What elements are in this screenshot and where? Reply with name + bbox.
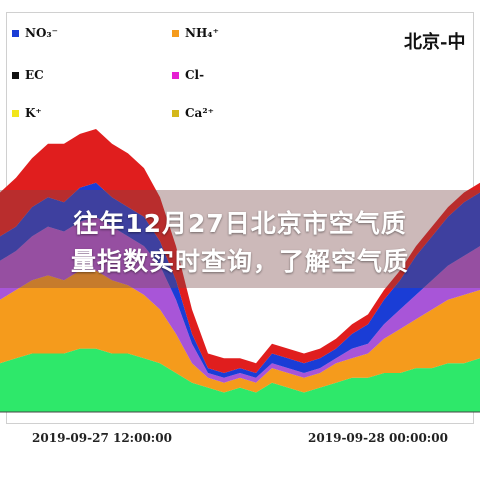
overlay-line-1: 往年12月27日北京市空气质 xyxy=(73,209,407,238)
legend-item-ec: EC xyxy=(12,68,44,82)
area-series-4 xyxy=(0,129,480,373)
legend-swatch-k xyxy=(12,109,19,117)
legend-label-cl: Cl- xyxy=(185,68,205,82)
legend-item-cl: Cl- xyxy=(172,68,204,82)
legend-item-k: K⁺ xyxy=(12,106,42,120)
legend-item-ca: Ca²⁺ xyxy=(172,106,214,120)
legend-label-ec: EC xyxy=(25,68,44,82)
area-series-3 xyxy=(0,182,480,378)
chart-legend: NO₃⁻ NH₄⁺ EC Cl- K⁺ Ca²⁺ xyxy=(12,26,262,126)
legend-label-no3: NO₃⁻ xyxy=(25,26,59,40)
legend-label-k: K⁺ xyxy=(25,106,42,120)
area-series-2 xyxy=(0,216,480,383)
x-tick-label-1: 2019-09-28 00:00:00 xyxy=(308,431,448,445)
legend-label-ca: Ca²⁺ xyxy=(185,106,214,120)
area-series-0 xyxy=(0,348,480,412)
chart-title: 北京-中 xyxy=(404,32,466,53)
area-series-1 xyxy=(0,270,480,393)
legend-swatch-cl xyxy=(172,71,179,79)
legend-item-no3: NO₃⁻ xyxy=(12,26,58,40)
legend-label-nh4: NH₄⁺ xyxy=(185,26,219,40)
legend-swatch-no3 xyxy=(12,29,19,37)
legend-item-nh4: NH₄⁺ xyxy=(172,26,219,40)
legend-swatch-ec xyxy=(12,71,19,79)
overlay-banner: 往年12月27日北京市空气质 量指数实时查询，了解空气质 xyxy=(0,190,480,288)
legend-swatch-ca xyxy=(172,109,179,117)
legend-swatch-nh4 xyxy=(172,29,179,37)
x-tick-label-0: 2019-09-27 12:00:00 xyxy=(32,431,172,445)
overlay-line-2: 量指数实时查询，了解空气质 xyxy=(70,247,409,276)
